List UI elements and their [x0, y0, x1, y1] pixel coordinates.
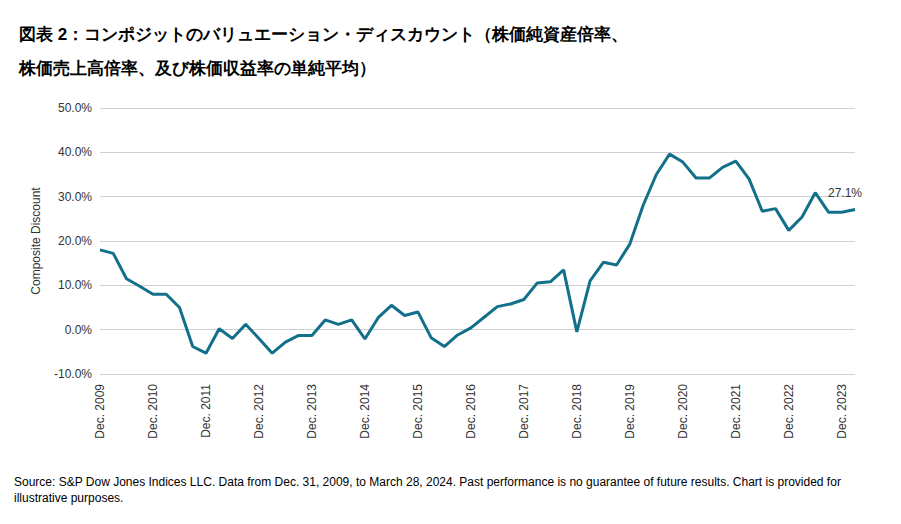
svg-text:Dec. 2009: Dec. 2009 — [93, 384, 107, 439]
svg-text:Dec. 2015: Dec. 2015 — [411, 384, 425, 439]
svg-text:Dec. 2021: Dec. 2021 — [729, 384, 743, 439]
svg-text:株価売上高倍率、及び株価収益率の単純平均）: 株価売上高倍率、及び株価収益率の単純平均） — [18, 59, 376, 78]
svg-text:Composite Discount: Composite Discount — [29, 187, 43, 295]
svg-text:50.0%: 50.0% — [58, 101, 92, 115]
svg-text:Dec. 2022: Dec. 2022 — [782, 384, 796, 439]
svg-text:10.0%: 10.0% — [58, 278, 92, 292]
svg-text:Dec. 2011: Dec. 2011 — [199, 384, 213, 438]
svg-text:Dec. 2017: Dec. 2017 — [517, 384, 531, 439]
svg-text:Dec. 2023: Dec. 2023 — [835, 384, 849, 439]
svg-text:20.0%: 20.0% — [58, 234, 92, 248]
svg-text:Dec. 2010: Dec. 2010 — [146, 384, 160, 439]
svg-text:Dec. 2012: Dec. 2012 — [252, 384, 266, 439]
svg-text:Source: S&P Dow Jones Indices: Source: S&P Dow Jones Indices LLC. Data … — [14, 475, 844, 489]
svg-text:Dec. 2018: Dec. 2018 — [570, 384, 584, 439]
svg-text:Dec. 2019: Dec. 2019 — [623, 384, 637, 439]
svg-text:-10.0%: -10.0% — [54, 367, 92, 381]
svg-text:Dec. 2013: Dec. 2013 — [305, 384, 319, 439]
svg-text:illustrative purposes.: illustrative purposes. — [14, 491, 123, 505]
svg-text:0.0%: 0.0% — [65, 323, 93, 337]
svg-text:Dec. 2020: Dec. 2020 — [676, 384, 690, 439]
svg-text:Dec. 2016: Dec. 2016 — [464, 384, 478, 439]
svg-text:Dec. 2014: Dec. 2014 — [358, 384, 372, 439]
svg-text:27.1%: 27.1% — [828, 186, 862, 200]
svg-text:30.0%: 30.0% — [58, 190, 92, 204]
svg-text:40.0%: 40.0% — [58, 145, 92, 159]
svg-text:図表 2：コンポジットのバリュエーション・ディスカウント（株: 図表 2：コンポジットのバリュエーション・ディスカウント（株価純資産倍率、 — [19, 25, 628, 44]
